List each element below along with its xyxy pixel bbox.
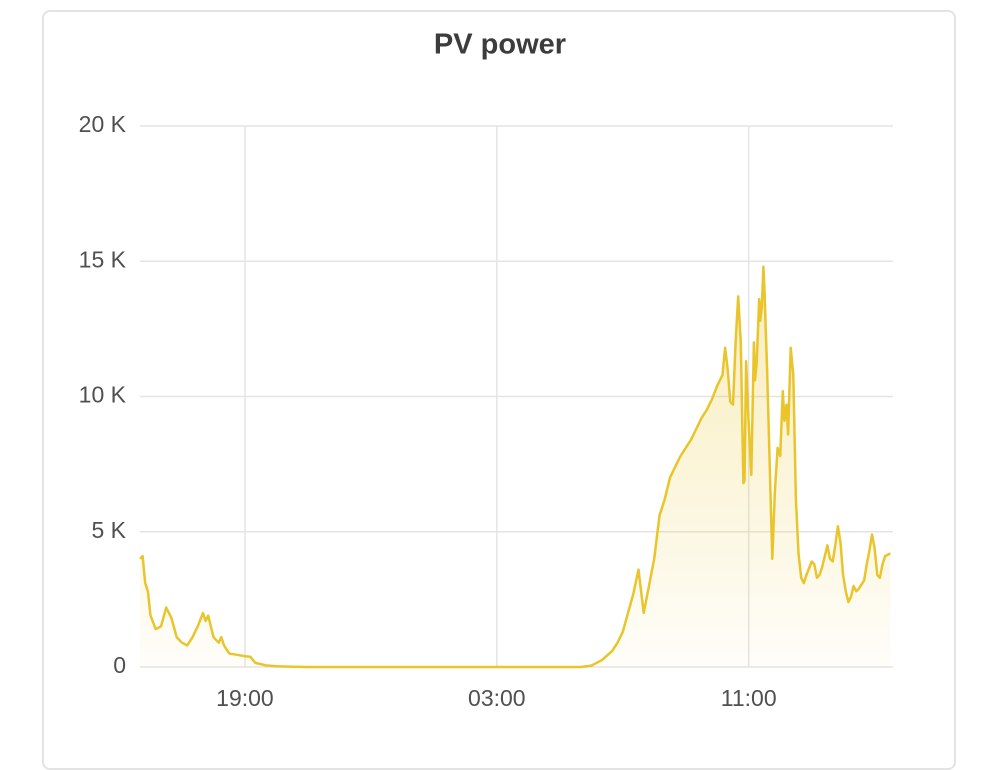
y-tick-label: 5 K (91, 517, 126, 543)
x-tick-label: 11:00 (721, 685, 777, 711)
y-tick-label: 10 K (79, 382, 127, 408)
x-tick-label: 03:00 (468, 685, 526, 711)
line (139, 265, 891, 669)
chart-title: PV power (434, 29, 566, 61)
area-fill (140, 266, 891, 667)
y-tick-label: 15 K (79, 246, 127, 272)
y-tick-label: 20 K (79, 111, 127, 137)
x-tick-label: 19:00 (216, 685, 274, 711)
y-tick-label: 0 (113, 652, 126, 678)
